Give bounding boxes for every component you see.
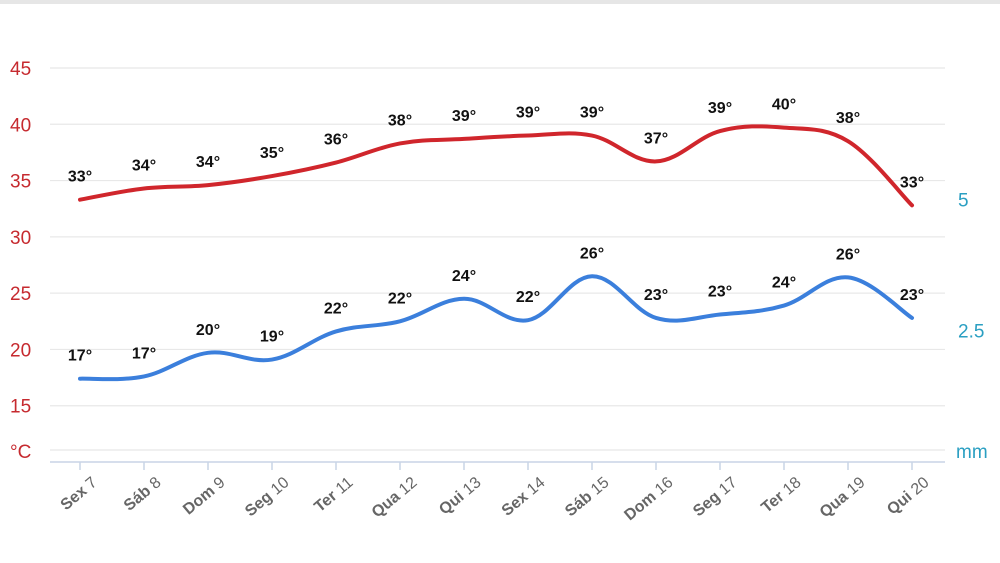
x-tick-label: Qui 13 [436,474,484,519]
data-label: 33° [68,169,92,186]
data-label: 17° [132,345,156,362]
data-label: 22° [516,289,540,306]
y-left-tick-label: 45 [10,59,31,80]
y-right-unit: mm [956,442,988,463]
x-tick-label: Sex 14 [499,474,549,520]
x-axis: Sex 7 Sáb 8 Dom 9 Seg 10 Ter 11 Qua 12 Qui 13 S… [50,461,945,524]
data-label: 20° [196,322,220,339]
data-label: 38° [836,110,860,127]
x-tick-label: Seg 10 [242,474,293,520]
data-label: 24° [452,268,476,285]
data-label: 24° [772,275,796,292]
data-label: 26° [580,245,604,262]
data-label: 37° [644,130,668,147]
data-label: 19° [260,329,284,346]
y-left-tick-label: 15 [10,397,31,418]
x-tick-label: Qua 19 [817,474,869,521]
series-lines [78,124,914,382]
y-left-tick-label: 20 [10,340,31,361]
data-label: 26° [836,246,860,263]
data-label: 39° [516,105,540,122]
left-axis: 45 40 35 30 25 20 15 °C [10,59,31,463]
series-line-max-temp [78,124,914,208]
y-left-tick-label: 25 [10,284,31,305]
x-tick-label: Sáb 15 [562,474,613,520]
x-tick-label: Seg 17 [690,474,741,520]
data-label: 22° [388,290,412,307]
y-left-tick-label: 35 [10,172,31,193]
data-label: 17° [68,348,92,365]
x-tick-label: Qui 20 [884,474,932,519]
data-labels: 33° 34° 34° 35° 36° 38° 39° 39° 39° 37° 39° 40° 38° 3… [68,97,924,365]
data-label: 39° [452,108,476,125]
data-label: 23° [644,287,668,304]
data-label: 23° [900,287,924,304]
grid-lines [50,67,945,451]
y-right-tick-label: 5 [958,190,969,211]
data-label: 34° [196,154,220,171]
x-tick-label: Dom 16 [621,474,676,524]
data-label: 33° [900,174,924,191]
data-label: 38° [388,112,412,129]
x-tick-label: Qua 12 [369,474,421,521]
x-tick-label: Ter 18 [758,474,804,517]
data-label: 22° [324,300,348,317]
data-label: 23° [708,284,732,301]
top-divider [0,0,1000,4]
data-label: 34° [132,157,156,174]
x-tick-label: Dom 9 [180,474,228,519]
y-right-tick-label: 2.5 [958,322,984,343]
data-label: 35° [260,145,284,162]
data-label: 39° [708,100,732,117]
data-label: 36° [324,132,348,149]
data-label: 40° [772,97,796,114]
y-left-tick-label: 30 [10,228,31,249]
y-left-tick-label: 40 [10,115,31,136]
series-line-min-temp [78,274,914,382]
y-left-unit: °C [10,442,31,463]
x-tick-label: Sáb 8 [121,474,165,515]
x-tick-label: Ter 11 [311,474,356,516]
x-tick-label: Sex 7 [58,474,101,514]
right-axis: 5 2.5 mm [956,190,988,463]
data-label: 39° [580,105,604,122]
